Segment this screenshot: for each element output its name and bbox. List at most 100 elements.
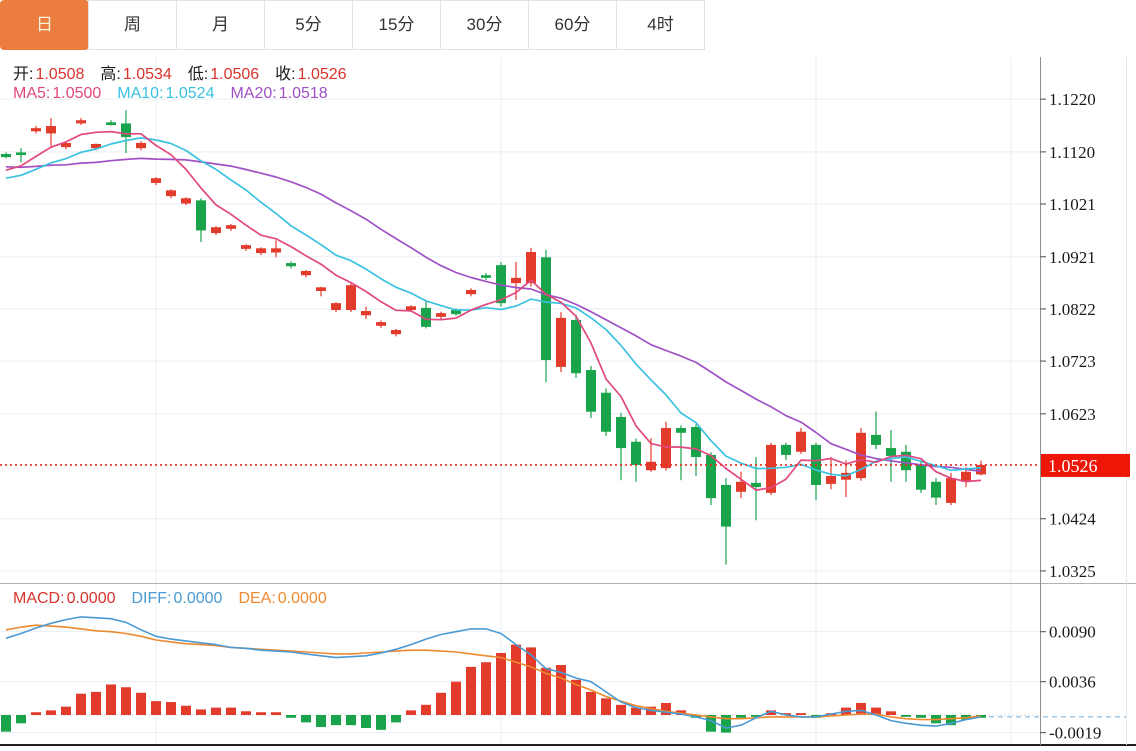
macd-histogram-bar [751,715,761,717]
dea-value: 0.0000 [277,590,327,607]
candle-up [256,248,266,254]
candle-up [796,431,806,452]
ma20-readout: MA20: 1.0518 [230,85,327,102]
candle-down [541,257,551,361]
macd-histogram-bar [301,715,311,723]
candle-up [46,126,56,134]
candle-up [946,478,956,503]
macd-histogram-bar [271,712,281,716]
candle-up [511,277,521,284]
close-value: 1.0526 [297,66,347,83]
candle-down [481,275,491,278]
candle-up [526,252,536,284]
candle-up [661,428,671,469]
candle-down [451,309,461,315]
macd-histogram-bar [781,713,791,716]
macd-axis-label: 0.0090 [1049,623,1096,642]
candle-down [16,152,26,156]
macd-axis-label: -0.0019 [1049,724,1101,743]
macd-histogram-bar [406,710,416,716]
candle-down [1,153,11,158]
macd-histogram-bar [166,702,176,716]
candle-up [61,142,71,148]
candle-down [691,426,701,458]
ma5-line [5,130,982,491]
price-axis-label: 1.0921 [1049,248,1096,267]
macd-histogram-bar [586,691,596,716]
macd-label: MACD: [13,590,65,607]
current-price-badge [1041,453,1130,477]
macd-histogram-bar [511,644,521,716]
macd-histogram-bar [61,706,71,716]
low-label: 低: [187,66,209,83]
macd-histogram-bar [526,647,536,716]
macd-histogram-bar [241,711,251,716]
macd-histogram-bar [766,710,776,716]
candle-down [871,434,881,445]
candle-up [181,198,191,204]
diff-line [5,616,982,729]
diff-value: 0.0000 [173,590,223,607]
tab-15min[interactable]: 15分 [352,0,441,50]
diff-readout: DIFF: 0.0000 [132,590,223,607]
candle-down [886,448,896,456]
candle-down [571,320,581,374]
open-label: 开: [13,66,34,83]
tab-5min[interactable]: 5分 [264,0,353,50]
candle-up [736,481,746,492]
candle-down [901,451,911,471]
candle-up [346,285,356,310]
candle-up [241,245,251,249]
diff-label: DIFF: [131,590,172,607]
ohlc-legend: 开: 1.0508 高: 1.0534 低: 1.0506 收: 1.0526 [13,60,363,84]
candle-up [436,313,446,317]
candle-up [391,330,401,335]
candle-down [721,484,731,527]
candle-down [496,265,506,304]
candle-up [466,289,476,295]
close-readout: 收: 1.0526 [275,66,346,83]
macd-histogram-bar [361,715,371,728]
macd-histogram-bar [661,702,671,716]
macd-histogram-bar [421,704,431,716]
macd-plot-area[interactable] [0,584,1040,745]
tab-4hour[interactable]: 4时 [616,0,705,50]
macd-histogram-bar [31,712,41,716]
tab-week[interactable]: 周 [88,0,177,50]
candle-up [166,190,176,197]
candle-down [781,444,791,455]
price-axis-label: 1.1120 [1049,143,1095,162]
ma5-label: MA5: [13,85,51,102]
ma20-value: 1.0518 [278,85,328,102]
high-value: 1.0534 [122,66,172,83]
candle-up [31,128,41,132]
macd-histogram-bar [316,715,326,728]
tab-60min[interactable]: 60分 [528,0,617,50]
macd-histogram-bar [946,715,956,726]
candle-up [961,471,971,482]
high-readout: 高: 1.0534 [100,66,171,83]
macd-histogram-bar [601,698,611,716]
macd-histogram-bar [541,667,551,716]
tab-30min[interactable]: 30分 [440,0,529,50]
tab-day[interactable]: 日 [0,0,89,50]
candle-up [271,248,281,253]
ma10-value: 1.0524 [165,85,215,102]
candle-up [151,178,161,183]
macd-histogram-bar [16,715,26,724]
macd-readout: MACD: 0.0000 [13,590,116,607]
candle-down [751,482,761,488]
candle-down [106,122,116,125]
macd-histogram-bar [721,715,731,733]
macd-value: 0.0000 [66,590,116,607]
macd-histogram-bar [46,710,56,716]
tab-month[interactable]: 月 [176,0,265,50]
ma10-line [5,137,982,477]
macd-histogram-bar [211,707,221,716]
candle-down [616,416,626,449]
macd-histogram-bar [571,679,581,716]
price-plot-area[interactable] [0,57,1040,583]
macd-histogram-bar [466,666,476,716]
